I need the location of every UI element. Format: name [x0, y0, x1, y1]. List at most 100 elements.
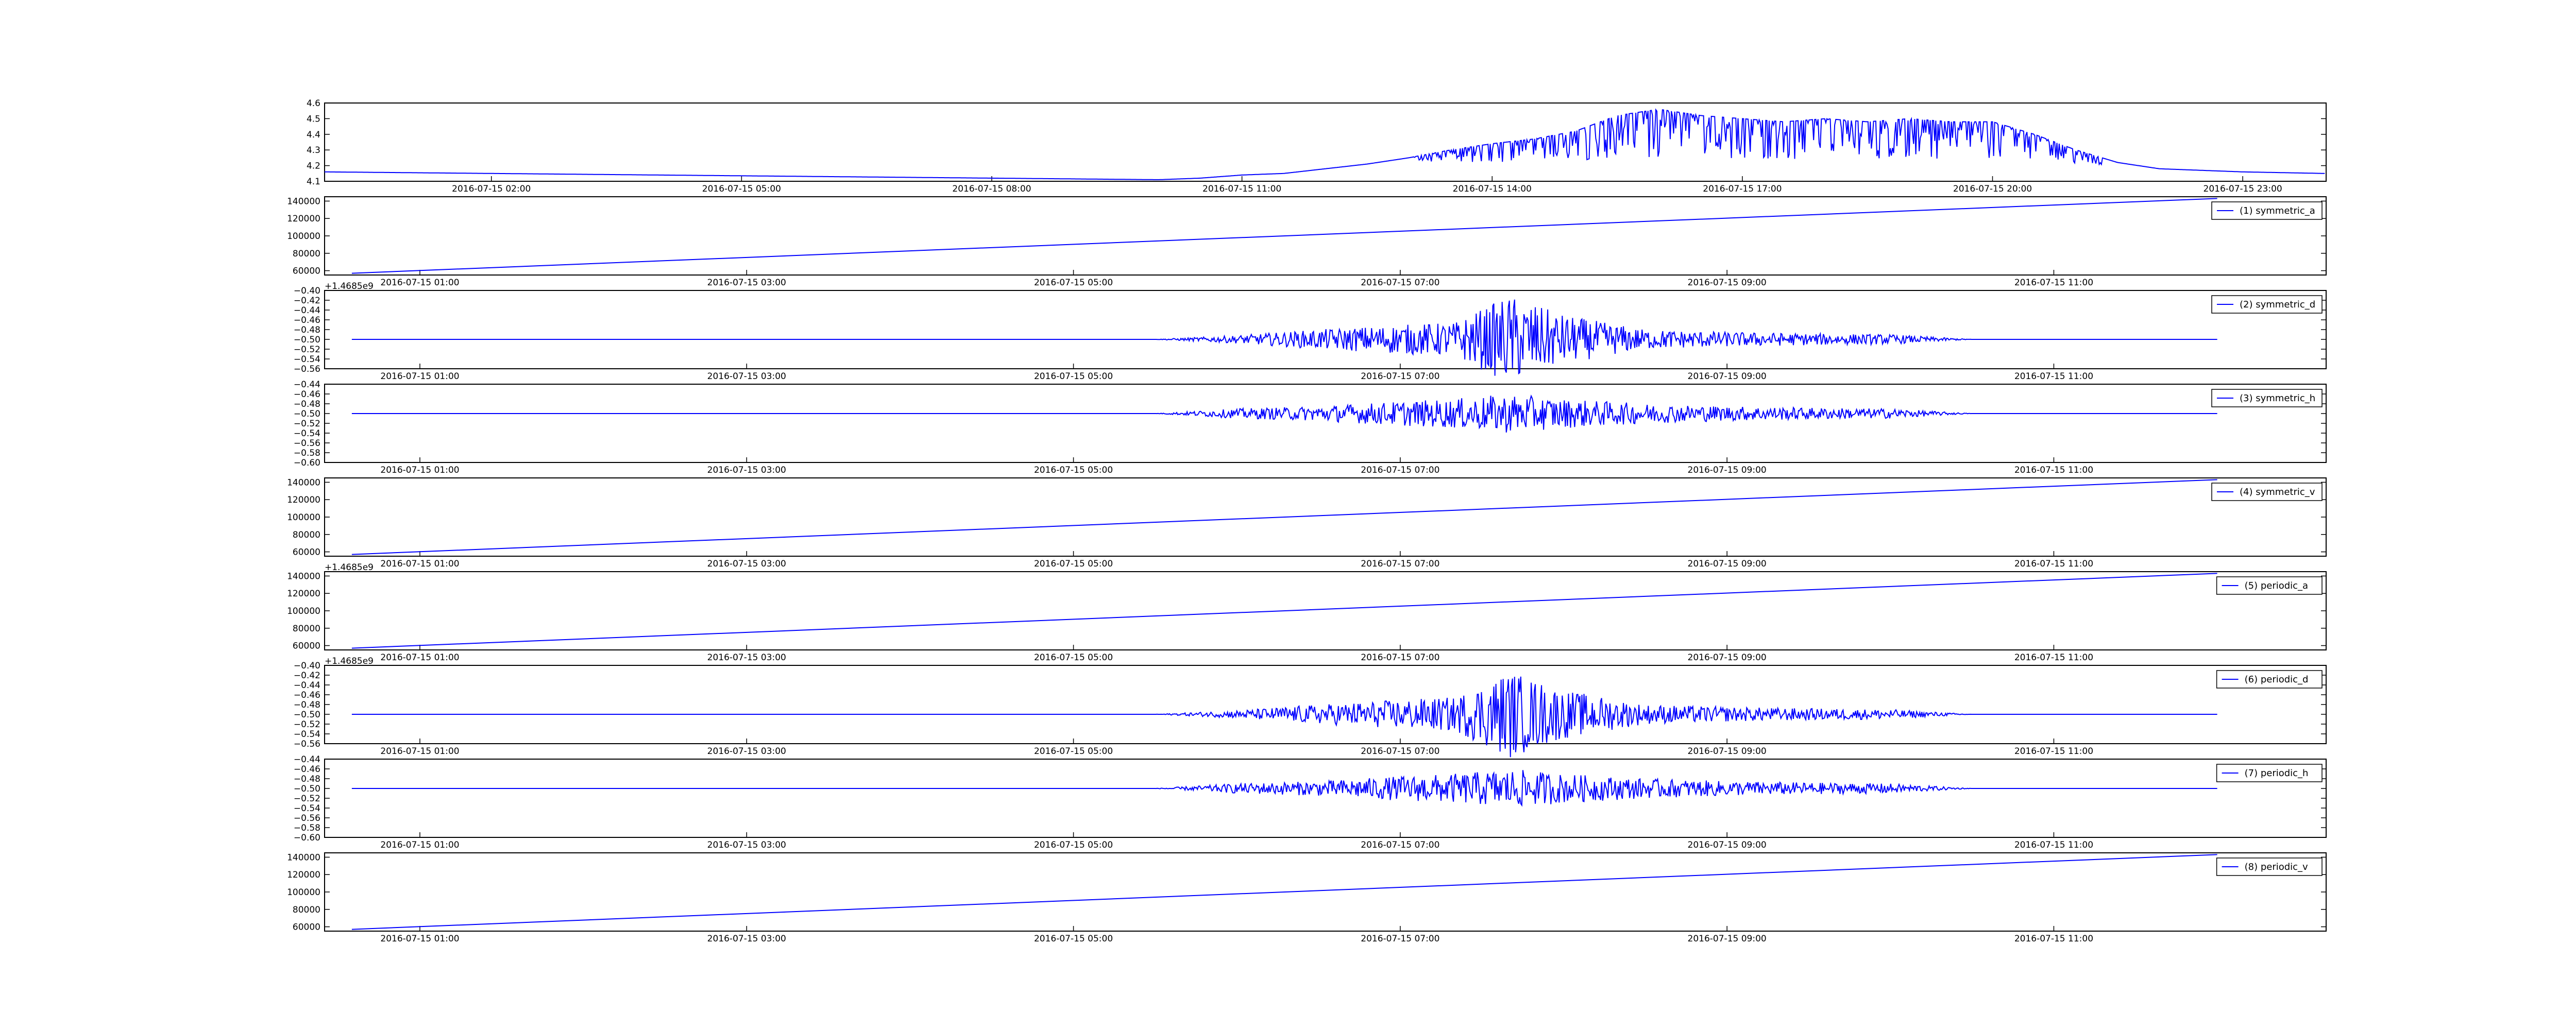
y-tick-label: 140000 — [287, 852, 320, 863]
y-tick-label: 4.5 — [307, 114, 320, 124]
x-tick-label: 2016-07-15 05:00 — [1034, 934, 1113, 944]
x-tick-label: 2016-07-15 09:00 — [1688, 371, 1767, 382]
x-tick-label: 2016-07-15 05:00 — [1034, 371, 1113, 382]
series-line — [351, 854, 2217, 930]
axis-offset-label: +1.4685e9 — [325, 656, 374, 666]
y-tick-label: 120000 — [287, 214, 320, 224]
x-tick-label: 2016-07-15 01:00 — [380, 840, 459, 850]
x-tick-label: 2016-07-15 03:00 — [707, 278, 786, 288]
x-tick-label: 2016-07-15 08:00 — [952, 184, 1031, 194]
x-tick-label: 2016-07-15 03:00 — [707, 840, 786, 850]
x-tick-label: 2016-07-15 11:00 — [2014, 746, 2093, 757]
axes-frame — [324, 759, 2327, 838]
y-tick-label: −0.54 — [294, 354, 320, 365]
x-tick-label: 2016-07-15 07:00 — [1361, 653, 1439, 663]
x-tick-label: 2016-07-15 09:00 — [1688, 653, 1767, 663]
y-tick-label: −0.54 — [294, 729, 320, 740]
x-tick-label: 2016-07-15 03:00 — [707, 465, 786, 475]
y-tick-label: −0.60 — [294, 458, 320, 468]
series-line — [351, 573, 2217, 649]
x-tick-label: 2016-07-15 07:00 — [1361, 465, 1439, 475]
series-line — [351, 770, 2217, 807]
legend-label: (8) periodic_v — [2245, 862, 2308, 872]
y-tick-label: 60000 — [293, 922, 320, 933]
x-tick-label: 2016-07-15 05:00 — [1034, 465, 1113, 475]
x-tick-label: 2016-07-15 01:00 — [380, 746, 459, 757]
subplot-2: 60000 80000 100000 120000 140000 2016-07-15 0… — [287, 196, 2327, 291]
y-tick-label: −0.40 — [294, 661, 320, 671]
y-tick-label: −0.54 — [294, 428, 320, 439]
y-tick-label: −0.48 — [294, 700, 320, 710]
x-tick-label: 2016-07-15 11:00 — [2014, 278, 2093, 288]
x-tick-label: 2016-07-15 09:00 — [1688, 465, 1767, 475]
legend-label: (2) symmetric_d — [2240, 299, 2315, 310]
subplot-6: 60000 80000 100000 120000 140000 2016-07-15 0… — [287, 571, 2327, 666]
y-tick-label: 140000 — [287, 196, 320, 207]
axes-frame — [324, 571, 2327, 650]
y-tick-label: −0.44 — [294, 380, 320, 390]
y-tick-label: −0.46 — [294, 315, 320, 325]
x-tick-label: 2016-07-15 07:00 — [1361, 746, 1439, 757]
subplot-4: −0.60−0.58−0.56−0.54−0.52−0.50−0.48−0.46… — [294, 380, 2327, 475]
x-tick-label: 2016-07-15 11:00 — [2014, 559, 2093, 569]
y-tick-label: −0.56 — [294, 438, 320, 449]
x-tick-label: 2016-07-15 05:00 — [1034, 840, 1113, 850]
x-tick-label: 2016-07-15 05:00 — [1034, 653, 1113, 663]
x-tick-label: 2016-07-15 03:00 — [707, 934, 786, 944]
y-tick-label: −0.46 — [294, 690, 320, 700]
y-tick-label: 60000 — [293, 266, 320, 277]
subplot-9: 60000 80000 100000 120000 140000 2016-07-15 0… — [287, 852, 2327, 944]
axes-frame — [324, 665, 2327, 744]
series-line — [351, 198, 2217, 274]
x-tick-label: 2016-07-15 01:00 — [380, 653, 459, 663]
x-tick-label: 2016-07-15 03:00 — [707, 559, 786, 569]
axes-frame — [324, 852, 2327, 932]
y-tick-label: −0.56 — [294, 813, 320, 823]
legend: (4) symmetric_v — [2211, 483, 2323, 501]
subplot-7: −0.56−0.54−0.52−0.50−0.48−0.46−0.44−0.42… — [294, 661, 2327, 758]
y-tick-label: −0.44 — [294, 754, 320, 765]
y-tick-label: 60000 — [293, 547, 320, 558]
y-tick-label: −0.48 — [294, 325, 320, 335]
x-tick-label: 2016-07-15 01:00 — [380, 465, 459, 475]
series-line — [351, 299, 2217, 376]
legend-label: (5) periodic_a — [2245, 580, 2309, 591]
y-tick-label: 4.6 — [307, 98, 320, 109]
x-tick-label: 2016-07-15 02:00 — [452, 184, 531, 194]
x-tick-label: 2016-07-15 17:00 — [1703, 184, 1782, 194]
y-tick-label: −0.44 — [294, 680, 320, 691]
y-tick-label: −0.52 — [294, 794, 320, 804]
y-tick-label: 4.2 — [307, 161, 320, 171]
x-tick-label: 2016-07-15 05:00 — [1034, 559, 1113, 569]
series-line — [351, 479, 2217, 555]
y-tick-label: −0.54 — [294, 803, 320, 814]
subplot-5: 60000 80000 100000 120000 140000 2016-07-15 0… — [287, 477, 2327, 573]
x-tick-label: 2016-07-15 01:00 — [380, 559, 459, 569]
y-tick-label: 60000 — [293, 641, 320, 651]
legend: (3) symmetric_h — [2211, 389, 2323, 407]
legend: (2) symmetric_d — [2211, 295, 2323, 314]
y-tick-label: 120000 — [287, 589, 320, 599]
y-tick-label: −0.46 — [294, 389, 320, 400]
x-tick-label: 2016-07-15 11:00 — [2014, 653, 2093, 663]
y-tick-label: −0.42 — [294, 671, 320, 681]
x-tick-label: 2016-07-15 03:00 — [707, 653, 786, 663]
y-tick-label: −0.42 — [294, 296, 320, 306]
x-tick-label: 2016-07-15 09:00 — [1688, 746, 1767, 757]
y-tick-label: −0.46 — [294, 764, 320, 775]
x-tick-label: 2016-07-15 01:00 — [380, 934, 459, 944]
legend-label: (7) periodic_h — [2245, 768, 2309, 779]
x-tick-label: 2016-07-15 09:00 — [1688, 840, 1767, 850]
y-tick-label: 100000 — [287, 231, 320, 242]
axes-frame — [324, 290, 2327, 369]
legend-label: (3) symmetric_h — [2240, 393, 2315, 404]
x-tick-label: 2016-07-15 23:00 — [2204, 184, 2282, 194]
subplot-3: −0.56−0.54−0.52−0.50−0.48−0.46−0.44−0.42… — [294, 286, 2327, 382]
x-tick-label: 2016-07-15 07:00 — [1361, 371, 1439, 382]
y-tick-label: −0.48 — [294, 774, 320, 784]
y-tick-label: 80000 — [293, 530, 320, 540]
x-tick-label: 2016-07-15 11:00 — [2014, 371, 2093, 382]
y-tick-label: 100000 — [287, 512, 320, 523]
axes-frame — [324, 196, 2327, 276]
legend-label: (1) symmetric_a — [2240, 205, 2315, 216]
